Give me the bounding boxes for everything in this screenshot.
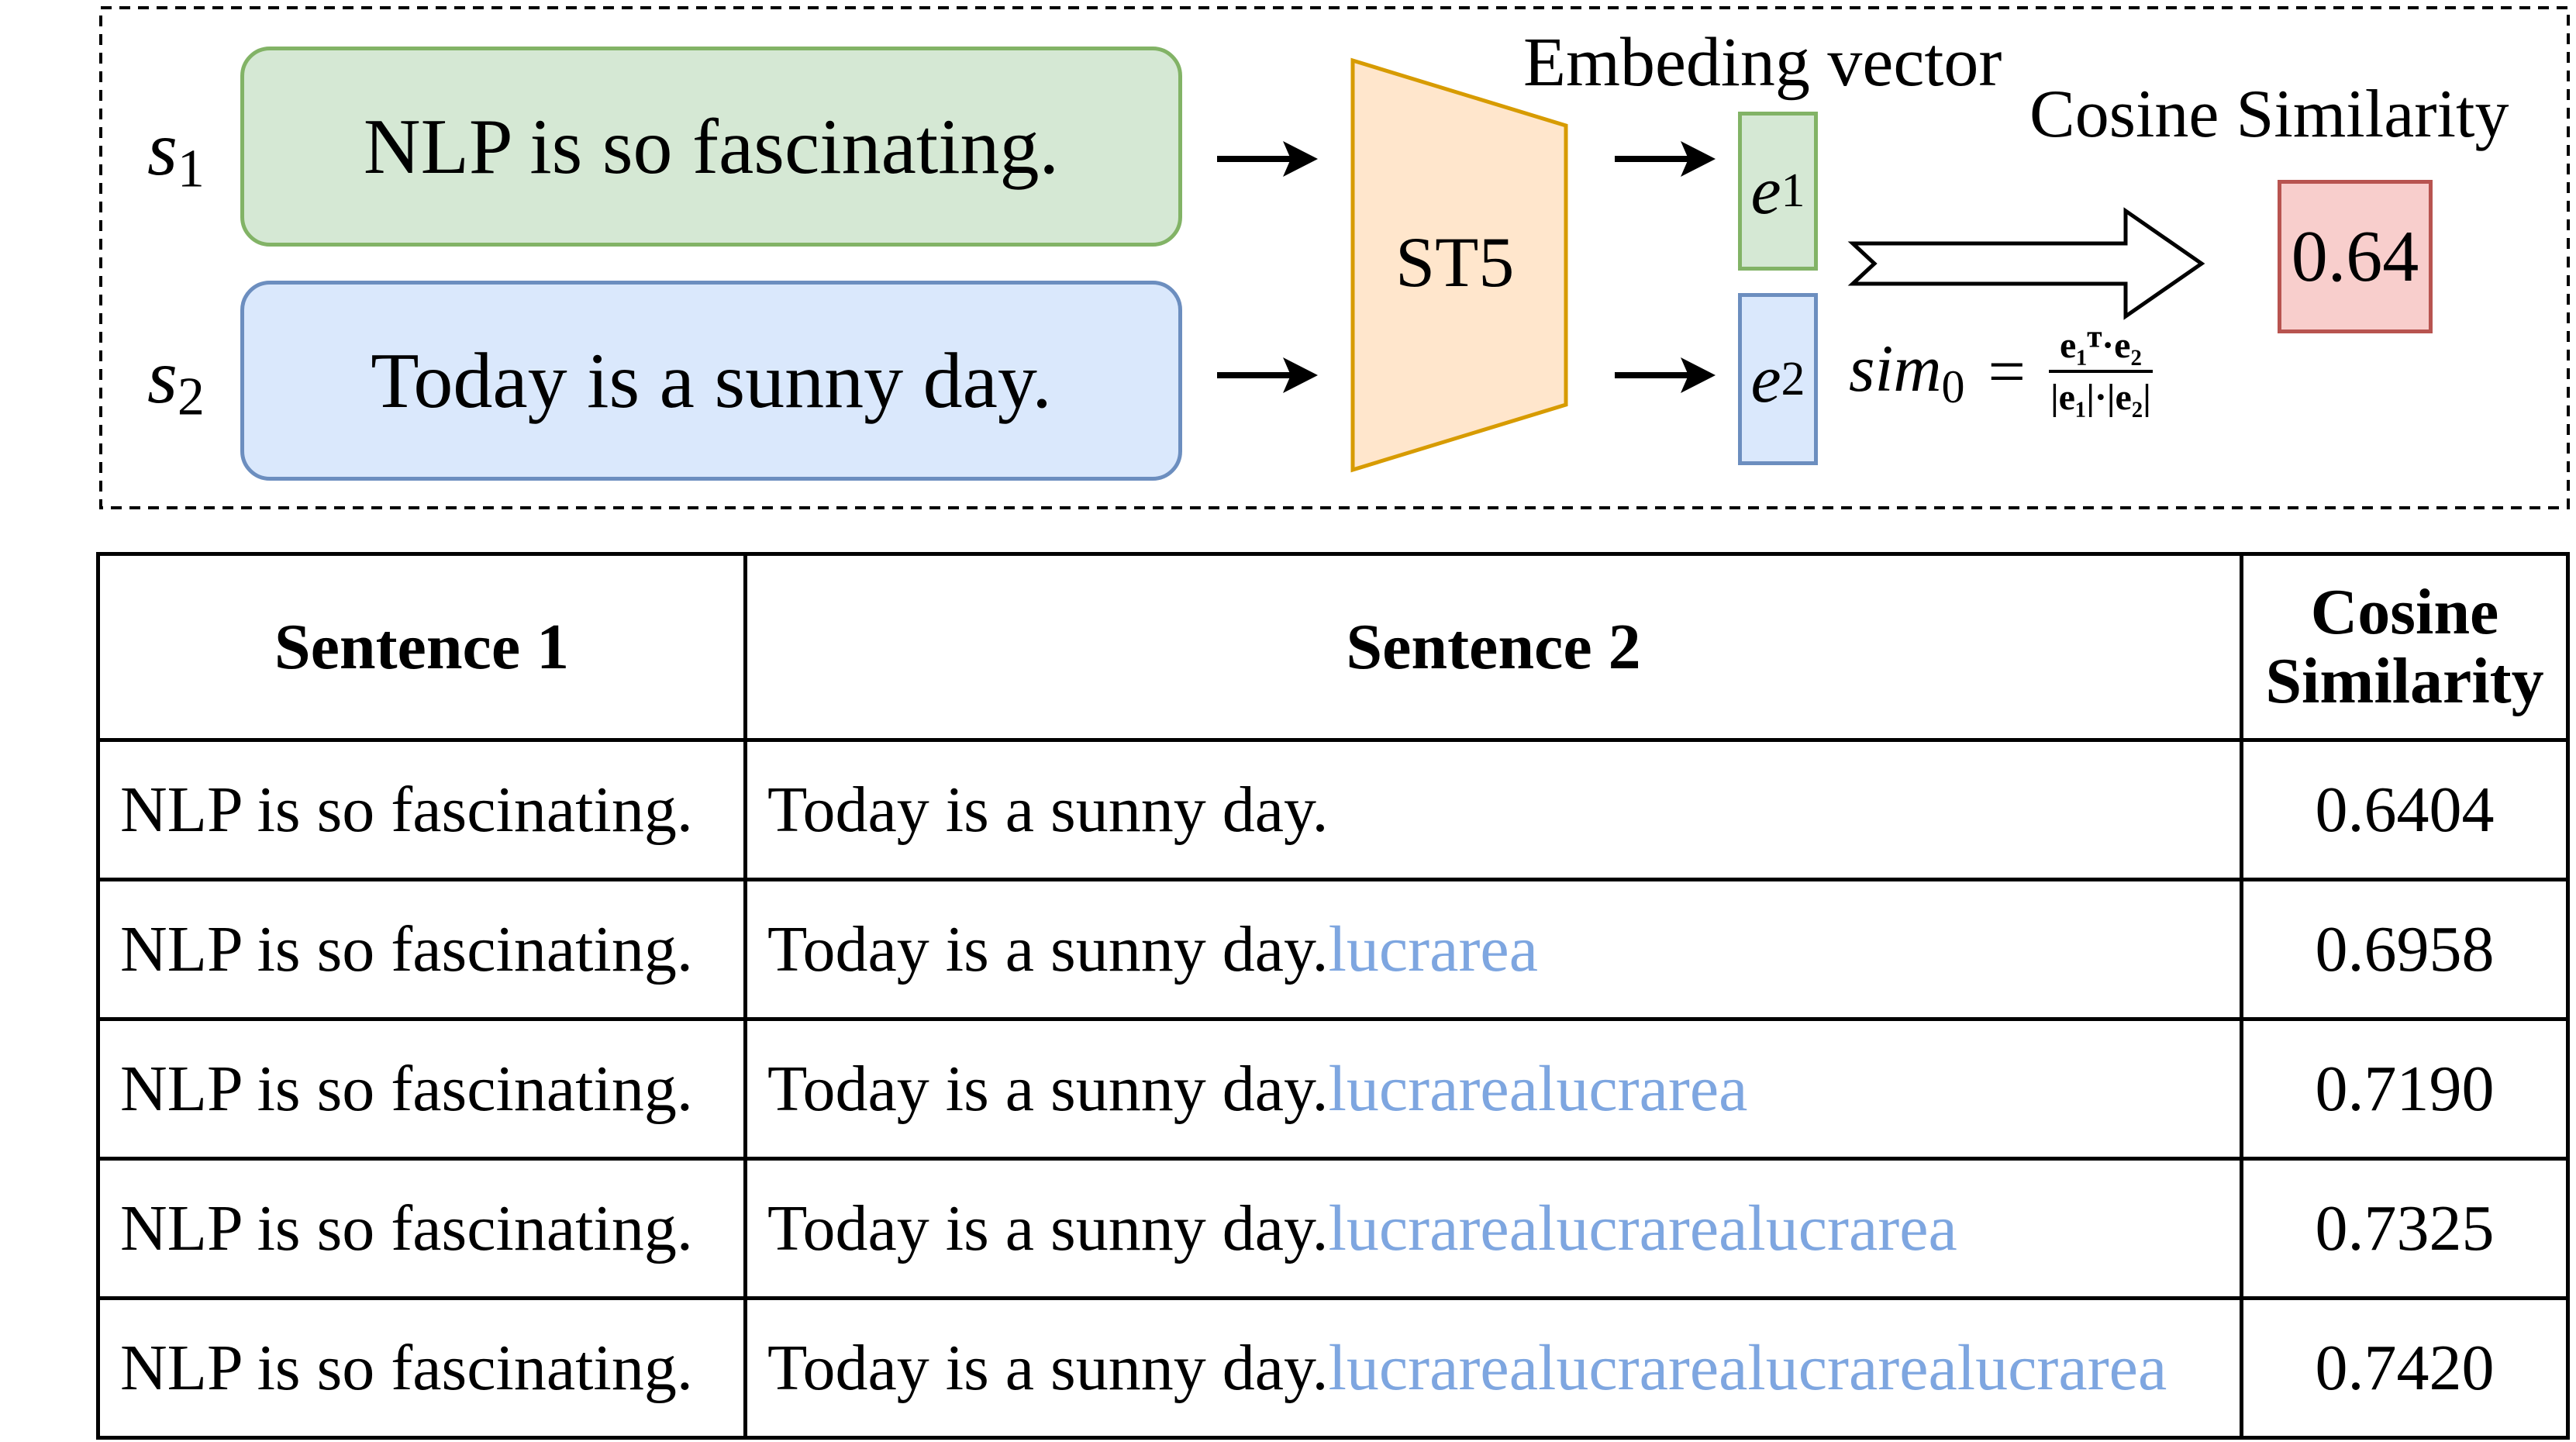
sentence-2-text: Today is a sunny day. [371,336,1052,425]
cell-score: 0.7325 [2240,1157,2570,1300]
header-sentence-1: Sentence 1 [96,552,747,742]
results-table: Sentence 1 Sentence 2 Cosine Similarity … [96,552,2570,1440]
cell-sentence-2: Today is a sunny day.lucrarealucrarealuc… [743,1296,2243,1440]
cell-sentence-1: NLP is so fascinating. [96,738,747,881]
header-cosine-line-2: Similarity [2265,644,2544,717]
formula-lhs: sim0 [1849,329,1964,414]
cell-sentence-1: NLP is so fascinating. [96,1296,747,1440]
cell-score: 0.6958 [2240,878,2570,1021]
sentence-2-base: Today is a sunny day. [767,774,1329,846]
sentence-1-box: NLP is so fascinating. [240,47,1182,247]
e2-var: e [1750,341,1781,417]
header-cosine-line-1: Cosine [2310,576,2499,649]
cell-score: 0.7190 [2240,1017,2570,1161]
cell-sentence-1: NLP is so fascinating. [96,878,747,1021]
arrow-encoder-to-e2 [1615,357,1716,393]
formula-numerator: e₁ᵀ·e₂ [2048,324,2153,373]
e1-sub: 1 [1781,164,1805,217]
cell-sentence-2: Today is a sunny day.lucrarealucrarealuc… [743,1157,2243,1300]
hollow-arrow [1847,207,2205,320]
cell-score: 0.6404 [2240,738,2570,881]
cosine-formula: sim0 = e₁ᵀ·e₂ |e₁|·|e₂| [1849,324,2153,419]
sentence-2-base: Today is a sunny day. [767,1053,1329,1125]
pipeline-diagram: s1 s2 NLP is so fascinating. Today is a … [0,0,2576,519]
sentence-2-suffix: lucrarealucrarea [1328,1053,1748,1125]
cell-score: 0.7420 [2240,1296,2570,1440]
s1-sub: 1 [177,139,205,199]
s1-var: s [147,105,178,191]
sentence-2-base: Today is a sunny day. [767,1192,1329,1264]
table-header-row: Sentence 1 Sentence 2 Cosine Similarity [96,552,2570,742]
sentence-2-base: Today is a sunny day. [767,913,1329,985]
sentence-2-box: Today is a sunny day. [240,281,1182,481]
sentence-2-suffix: lucrarealucrarealucrarealucrarea [1328,1332,2167,1404]
s2-var: s [147,333,178,419]
formula-lhs-sub: 0 [1941,360,1965,412]
sentence-2-suffix: lucrarea [1328,913,1538,985]
formula-lhs-text: sim [1849,330,1942,405]
sentence-2-suffix: lucrarealucrarealucrarea [1328,1192,1957,1264]
arrow-s2-to-encoder [1217,357,1318,393]
header-sentence-2: Sentence 2 [743,552,2243,742]
e2-sub: 2 [1781,352,1805,405]
diagram-shapes [99,6,2570,509]
arrow-encoder-to-e1 [1615,141,1716,177]
formula-denominator: |e₁|·|e₂| [2050,377,2151,418]
cell-sentence-1: NLP is so fascinating. [96,1017,747,1161]
s2-label: s2 [147,338,205,424]
table-row: NLP is so fascinating. Today is a sunny … [96,878,2570,1021]
similarity-score-value: 0.64 [2291,216,2419,297]
table-row: NLP is so fascinating. Today is a sunny … [96,738,2570,881]
sentence-2-base: Today is a sunny day. [767,1332,1329,1404]
s2-sub: 2 [177,367,205,427]
formula-equals: = [1988,334,2026,409]
table-row: NLP is so fascinating. Today is a sunny … [96,1296,2570,1440]
cell-sentence-2: Today is a sunny day. [743,738,2243,881]
encoder-label: ST5 [1395,223,1515,302]
similarity-score-box: 0.64 [2278,180,2433,333]
dashed-frame [99,6,2570,509]
embedding-label: Embeding vector [1523,24,2002,101]
cell-sentence-2: Today is a sunny day.lucrarea [743,878,2243,1021]
e1-var: e [1750,154,1781,229]
table-row: NLP is so fascinating. Today is a sunny … [96,1157,2570,1300]
s1-label: s1 [147,110,205,196]
st5-encoder-shape [1350,57,1568,473]
results-table-container: Sentence 1 Sentence 2 Cosine Similarity … [96,552,2570,1440]
formula-fraction: e₁ᵀ·e₂ |e₁|·|e₂| [2048,324,2153,419]
cell-sentence-2: Today is a sunny day.lucrarealucrarea [743,1017,2243,1161]
cell-sentence-1: NLP is so fascinating. [96,1157,747,1300]
cosine-similarity-label: Cosine Similarity [2029,77,2509,152]
arrow-s1-to-encoder [1217,141,1318,177]
header-cosine-similarity: Cosine Similarity [2240,552,2570,742]
table-row: NLP is so fascinating. Today is a sunny … [96,1017,2570,1161]
sentence-1-text: NLP is so fascinating. [363,102,1060,191]
